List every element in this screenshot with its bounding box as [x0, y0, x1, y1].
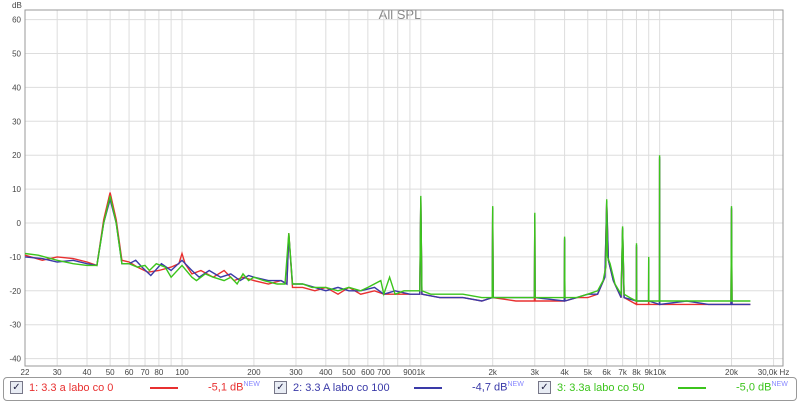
y-tick-label: -30 [9, 321, 21, 330]
new-badge: NEW [507, 381, 524, 388]
y-axis-label: dB [12, 1, 22, 10]
series-value: -5,0 dBNEW [736, 381, 788, 394]
plot-frame [24, 9, 784, 367]
x-tick-label: 2k [488, 368, 497, 377]
series-checkbox[interactable]: ✓ [538, 381, 551, 394]
legend: ✓ 1: 3.3 a labo co 0 -5,1 dBNEW ✓ 2: 3.3… [3, 377, 797, 401]
x-tick-label: 5k [584, 368, 593, 377]
y-tick-label: -40 [9, 355, 21, 364]
x-tick-label: 700 [377, 368, 391, 377]
x-tick-label: 7k [618, 368, 627, 377]
legend-entry-2: ✓ 2: 3.3 A labo co 100 [274, 381, 390, 394]
x-tick-label: 20k [725, 368, 739, 377]
y-tick-label: -20 [9, 287, 21, 296]
new-badge: NEW [243, 381, 260, 388]
x-tick-label: 600 [361, 368, 375, 377]
x-tick-label: 100 [175, 368, 189, 377]
series-checkbox[interactable]: ✓ [10, 381, 23, 394]
series-name: 3: 3.3a labo co 50 [557, 381, 645, 394]
y-tick-label: 60 [12, 16, 21, 25]
x-tick-label: 4k [560, 368, 569, 377]
y-tick-label: 0 [17, 219, 22, 228]
x-tick-label: 6k [602, 368, 611, 377]
x-tick-label: 50 [106, 368, 115, 377]
y-tick-label: 50 [12, 50, 21, 59]
legend-entry-1: ✓ 1: 3.3 a labo co 0 [10, 381, 113, 394]
x-tick-label: 200 [247, 368, 261, 377]
y-tick-label: 30 [12, 117, 21, 126]
x-tick-label: 8k [632, 368, 641, 377]
y-tick-label: -10 [9, 253, 21, 262]
x-tick-label: 40 [83, 368, 92, 377]
x-tick-label: 3k [531, 368, 540, 377]
x-tick-label: 22 [21, 368, 30, 377]
series-name: 1: 3.3 a labo co 0 [29, 381, 114, 394]
x-tick-label: 30,0k Hz [758, 368, 790, 377]
series-value: -4,7 dBNEW [472, 381, 524, 394]
x-tick-label: 60 [125, 368, 134, 377]
y-tick-label: 10 [12, 185, 21, 194]
legend-entry-3: ✓ 3: 3.3a labo co 50 [538, 381, 644, 394]
new-badge: NEW [771, 381, 788, 388]
x-tick-label: 70 [141, 368, 150, 377]
x-tick-label: 80 [154, 368, 163, 377]
y-tick-label: 40 [12, 83, 21, 92]
series-value: -5,1 dBNEW [208, 381, 260, 394]
x-tick-label: 10k [653, 368, 667, 377]
series-swatch [150, 387, 178, 389]
chart-title: All SPL [379, 7, 422, 22]
x-tick-label: 1k [417, 368, 426, 377]
x-tick-label: 400 [319, 368, 333, 377]
y-tick-label: 20 [12, 151, 21, 160]
x-tick-label: 30 [53, 368, 62, 377]
x-tick-label: 300 [289, 368, 303, 377]
series-swatch [414, 387, 442, 389]
series-swatch [678, 387, 706, 389]
x-tick-label: 900 [403, 368, 417, 377]
x-tick-label: 9k [644, 368, 653, 377]
series-checkbox[interactable]: ✓ [274, 381, 287, 394]
x-tick-label: 500 [342, 368, 356, 377]
series-line-3 [24, 155, 751, 303]
series-name: 2: 3.3 A labo co 100 [293, 381, 390, 394]
